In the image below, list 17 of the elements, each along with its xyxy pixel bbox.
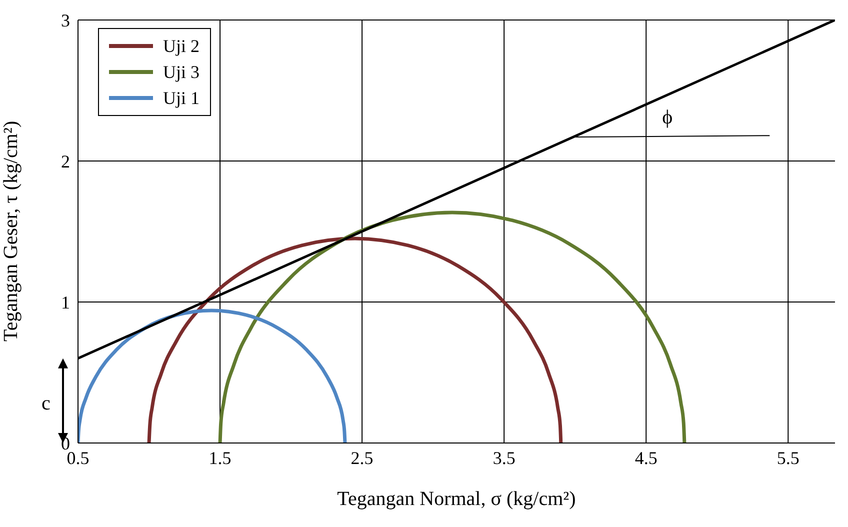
y-tick-label: 3 [61,10,70,30]
line-series [147,236,563,443]
legend-label: Uji 2 [163,36,200,56]
legend-label: Uji 3 [163,62,200,82]
x-tick-label: 2.5 [350,448,374,468]
x-tick-label: 4.5 [634,448,658,468]
y-axis-title: Tegangan Geser, τ (kg/cm²) [0,120,22,342]
x-tick-label: 3.5 [492,448,516,468]
x-tick-label: 5.5 [776,448,800,468]
legend-label: Uji 1 [163,88,200,108]
y-tick-label: 2 [61,151,70,172]
text: c [42,392,51,415]
annotation: ϕ [662,106,673,128]
x-tick-label: 1.5 [208,448,232,468]
line-series [218,210,686,443]
y-tick-label: 1 [61,292,70,312]
x-axis-title: Tegangan Normal, σ (kg/cm²) [337,488,576,510]
